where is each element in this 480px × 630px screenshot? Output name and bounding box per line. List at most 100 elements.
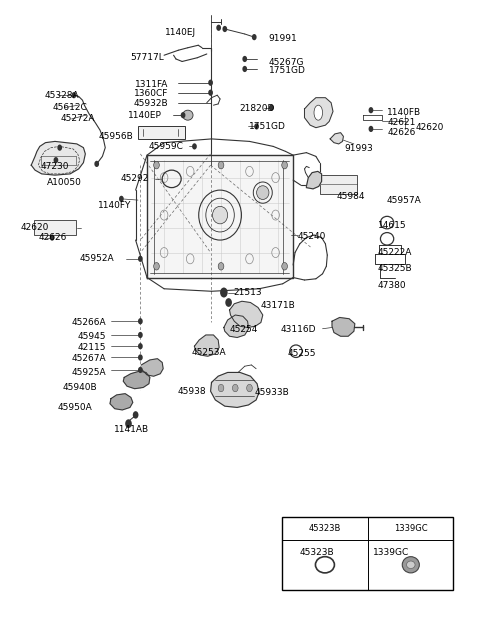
Circle shape [220,287,228,297]
Bar [138,127,185,139]
Circle shape [247,384,252,392]
Text: 45328A: 45328A [45,91,79,100]
Text: 45292: 45292 [120,175,149,183]
Text: 91993: 91993 [344,144,373,153]
Text: 42626: 42626 [387,127,416,137]
Polygon shape [31,141,85,175]
Text: 45984: 45984 [337,192,365,201]
Circle shape [57,144,62,151]
Ellipse shape [402,557,420,573]
Text: 45950A: 45950A [57,403,92,412]
Circle shape [282,161,288,169]
Circle shape [218,263,224,270]
Text: 43116D: 43116D [280,326,316,335]
Circle shape [242,56,247,62]
Bar [320,175,357,194]
Circle shape [180,112,185,118]
Polygon shape [306,171,322,189]
Text: 1140FY: 1140FY [98,200,132,210]
Ellipse shape [182,110,193,120]
Text: 1140EJ: 1140EJ [165,28,196,37]
Circle shape [369,126,373,132]
Ellipse shape [407,561,415,568]
Circle shape [154,161,159,169]
Text: 45325B: 45325B [378,264,412,273]
Circle shape [192,143,197,149]
Circle shape [269,105,274,111]
Circle shape [208,79,213,86]
Text: 47230: 47230 [41,162,69,171]
Circle shape [208,89,213,96]
Text: 45323B: 45323B [300,548,334,557]
Circle shape [119,196,124,202]
Text: 21513: 21513 [233,288,262,297]
Circle shape [125,420,132,428]
Text: 45925A: 45925A [72,368,106,377]
Circle shape [50,234,55,241]
Bar [34,220,76,235]
Circle shape [369,107,373,113]
Polygon shape [141,358,163,376]
Text: 45938: 45938 [177,387,206,396]
Polygon shape [147,155,293,278]
Ellipse shape [257,186,269,200]
Circle shape [252,34,257,40]
Text: 1360CF: 1360CF [133,89,168,98]
Circle shape [218,384,224,392]
Text: 1339GC: 1339GC [394,524,428,533]
Text: 45266A: 45266A [72,318,106,327]
Text: 45267G: 45267G [268,57,304,67]
Text: 1751GD: 1751GD [268,66,305,76]
Circle shape [232,384,238,392]
Circle shape [138,318,143,324]
Text: 45956B: 45956B [99,132,134,141]
Circle shape [254,123,259,130]
Text: 45254: 45254 [229,326,258,335]
Text: 45255: 45255 [288,349,316,358]
Text: 21820D: 21820D [240,105,275,113]
Text: 42620: 42620 [416,123,444,132]
Text: 47380: 47380 [378,280,406,290]
Text: 1140FB: 1140FB [387,108,421,117]
Text: 45957A: 45957A [386,195,421,205]
Polygon shape [330,133,343,144]
Text: 45933B: 45933B [254,388,289,397]
Polygon shape [229,301,263,328]
Circle shape [218,161,224,169]
Circle shape [282,263,288,270]
Circle shape [133,411,138,419]
Text: 45253A: 45253A [192,348,226,357]
Text: 14615: 14615 [378,220,406,229]
Ellipse shape [213,207,228,224]
Text: 45945: 45945 [78,332,106,341]
Polygon shape [110,394,133,410]
Circle shape [138,343,143,350]
Text: 45952A: 45952A [79,255,114,263]
Polygon shape [194,335,219,356]
Polygon shape [304,98,333,128]
Text: 42620: 42620 [21,223,49,232]
Text: 45612C: 45612C [53,103,87,112]
Text: 42115: 42115 [78,343,106,352]
Text: 45240: 45240 [298,232,326,241]
Text: A10050: A10050 [47,178,82,187]
Text: 45959C: 45959C [148,142,183,151]
Text: 45323B: 45323B [309,524,341,533]
Text: 42621: 42621 [387,118,416,127]
Text: 45267A: 45267A [72,354,106,364]
Circle shape [222,26,227,32]
Circle shape [54,157,58,163]
Polygon shape [224,315,249,338]
Text: 91991: 91991 [268,35,297,43]
Polygon shape [211,372,259,408]
Polygon shape [123,371,150,389]
Text: 1339GC: 1339GC [373,548,409,557]
Circle shape [216,25,221,31]
Circle shape [72,92,76,98]
Text: 45940B: 45940B [63,383,97,392]
Text: 57717L: 57717L [131,53,164,62]
Text: 45272A: 45272A [60,115,95,123]
Circle shape [95,161,99,167]
Text: 1751GD: 1751GD [249,122,286,131]
Text: 45932B: 45932B [133,100,168,108]
